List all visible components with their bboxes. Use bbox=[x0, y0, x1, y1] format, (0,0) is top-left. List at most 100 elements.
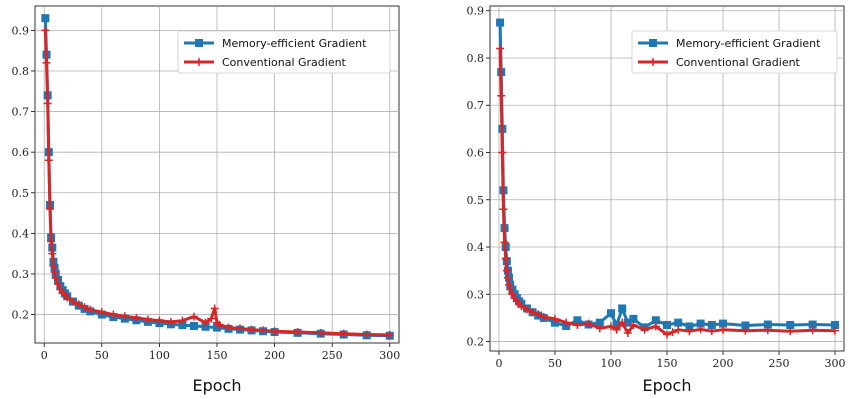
plot-left-legend-box bbox=[177, 30, 391, 74]
plot-right-series-1-point bbox=[595, 324, 604, 333]
plot-left-xlabel: Epoch bbox=[193, 376, 242, 395]
plot-right-ytick-label: 0.6 bbox=[467, 147, 485, 160]
plot-left-ytick-label: 0.7 bbox=[12, 106, 30, 119]
plot-left-series-1-point bbox=[63, 293, 72, 302]
plot-right-series-1-point bbox=[831, 326, 840, 335]
plot-right-series-1-point bbox=[500, 238, 509, 247]
plot-left-series-1-point bbox=[316, 328, 325, 337]
plot-left-series-1-point bbox=[166, 317, 175, 326]
plot-right-series-1-point bbox=[539, 312, 548, 321]
plot-left-series-0-point bbox=[178, 321, 187, 330]
plot-right-series-1-point bbox=[534, 310, 543, 319]
plot-right-legend: Memory-efficient Gradient Conventional G… bbox=[631, 30, 838, 74]
plot-left-series-1-point bbox=[143, 315, 152, 324]
plot-left-series-1-point bbox=[74, 300, 83, 309]
plot-right-series-0-point bbox=[573, 316, 582, 325]
plot-right-series bbox=[496, 18, 840, 339]
plot-right-series-1-point bbox=[685, 327, 694, 336]
plot-right-series-1-point bbox=[696, 325, 705, 334]
plot-left-series-1-point bbox=[120, 312, 129, 321]
plot-right-xtick-label: 250 bbox=[769, 357, 790, 370]
plot-left-series-1-point bbox=[259, 326, 268, 335]
plot-right-legend-box bbox=[631, 30, 838, 74]
plot-right-series-1-point bbox=[522, 305, 531, 314]
plot-left-series-0-point bbox=[201, 322, 210, 331]
plot-right-xlabel: Epoch bbox=[643, 376, 692, 395]
plot-left-series-1-point bbox=[362, 330, 371, 339]
plot-right-xtick-label: 200 bbox=[713, 357, 734, 370]
plot-right-ytick-label: 0.7 bbox=[467, 99, 485, 112]
plot-right-series-1-point bbox=[763, 326, 772, 335]
plot-right-series-0-point bbox=[685, 322, 694, 331]
plot-right-series-1-point bbox=[505, 280, 514, 289]
plot-left-ytick-label: 0.6 bbox=[12, 146, 30, 159]
plot-right-series-1-point bbox=[808, 326, 817, 335]
plot-right-series-1-point bbox=[663, 330, 671, 339]
plot-right-series-1-point bbox=[786, 327, 795, 336]
plot-right-series-1-point bbox=[668, 328, 677, 337]
plot-right-series-0-point bbox=[763, 320, 772, 329]
plot-right-series-1-point bbox=[707, 327, 716, 336]
plot-right: 0 50 100 150 200 250 300 0.2 0.3 0.4 0.5 0.6 0.7 0.8 0… bbox=[467, 5, 846, 395]
plot-left-ytick-label: 0.9 bbox=[12, 24, 30, 37]
plot-right-series-0-point bbox=[629, 314, 638, 323]
plot-left-series-1-point bbox=[47, 237, 56, 246]
plot-right-xtick-label: 0 bbox=[495, 357, 502, 370]
plot-right-series-1-point bbox=[506, 285, 515, 294]
plot-right-legend-label-1: Conventional Gradient bbox=[676, 56, 801, 69]
plot-left-xtick-label: 0 bbox=[41, 349, 48, 362]
plot-right-series-0-point bbox=[674, 318, 683, 327]
plot-left-series-1-point bbox=[247, 325, 256, 334]
plot-left-ytick-label: 0.4 bbox=[12, 227, 30, 240]
plot-right-ytick-label: 0.8 bbox=[467, 52, 485, 65]
plot-right-series-0-point bbox=[651, 316, 660, 325]
plot-left-series bbox=[41, 14, 394, 340]
plot-right-legend-marker-0 bbox=[649, 39, 657, 47]
plot-left-ytick-label: 0.2 bbox=[12, 309, 30, 322]
plot-right-series-0-point bbox=[786, 321, 795, 330]
plot-left-grid bbox=[35, 6, 399, 343]
plot-right-ytick-label: 0.9 bbox=[467, 5, 485, 18]
plot-left-series-1-point bbox=[293, 328, 302, 337]
plot-right-series-1-point bbox=[584, 319, 593, 328]
plot-left-legend-label-1: Conventional Gradient bbox=[222, 56, 347, 69]
plot-right-series-0-point bbox=[623, 318, 632, 327]
plot-right-series-0-point bbox=[606, 309, 615, 318]
plot-left-xtick-label: 150 bbox=[207, 349, 228, 362]
plot-left-xtick-label: 300 bbox=[379, 349, 400, 362]
plot-right-series-0-point bbox=[618, 304, 627, 313]
plot-left-series-1-point bbox=[210, 304, 219, 313]
plot-right-series-1-point bbox=[499, 205, 508, 214]
plot-left-series-1-point bbox=[50, 267, 59, 276]
plot-left-legend-marker-0 bbox=[195, 39, 203, 47]
plot-right-series-1-point bbox=[517, 302, 526, 311]
plot-left-series-1-point bbox=[49, 261, 58, 270]
plot-left-xtick-label: 50 bbox=[95, 349, 109, 362]
plot-right-series-1-point bbox=[498, 148, 507, 157]
plot-left-series-1-point bbox=[51, 274, 60, 283]
plot-right-series-1-point bbox=[612, 325, 621, 334]
plot-right-series-1-point bbox=[651, 322, 660, 331]
plot-right-series-0-point bbox=[663, 321, 671, 330]
plot-right-series-1-point bbox=[719, 325, 728, 334]
plot-right-ytick-label: 0.4 bbox=[467, 241, 485, 254]
plot-left-series-1-point bbox=[80, 303, 89, 312]
plot-left-series-1-point bbox=[86, 305, 95, 314]
plot-right-series-0-point bbox=[696, 319, 705, 328]
plot-left-series-1-point bbox=[224, 323, 233, 332]
plot-left-series-1-point bbox=[109, 310, 118, 319]
plot-right-series-0-point bbox=[707, 321, 716, 330]
plot-left-series-1-point bbox=[339, 329, 348, 338]
plot-right-series-1-point bbox=[623, 329, 632, 338]
plot-right-legend-marker-1 bbox=[649, 58, 657, 66]
plot-left-ytick-label: 0.8 bbox=[12, 65, 30, 78]
plot-left-legend-marker-1 bbox=[195, 58, 203, 66]
plot-right-series-1-point bbox=[497, 91, 506, 100]
plot-left-xtick-label: 250 bbox=[322, 349, 343, 362]
plot-right-series-0-point bbox=[595, 318, 604, 327]
plot-right-xtick-label: 100 bbox=[600, 357, 621, 370]
plot-right-legend-label-0: Memory-efficient Gradient bbox=[676, 37, 821, 50]
plot-right-xtick-label: 50 bbox=[548, 357, 562, 370]
plot-right-ticks: 0 50 100 150 200 250 300 0.2 0.3 0.4 0.5 0.6 0.7 0.8 0… bbox=[467, 5, 846, 370]
